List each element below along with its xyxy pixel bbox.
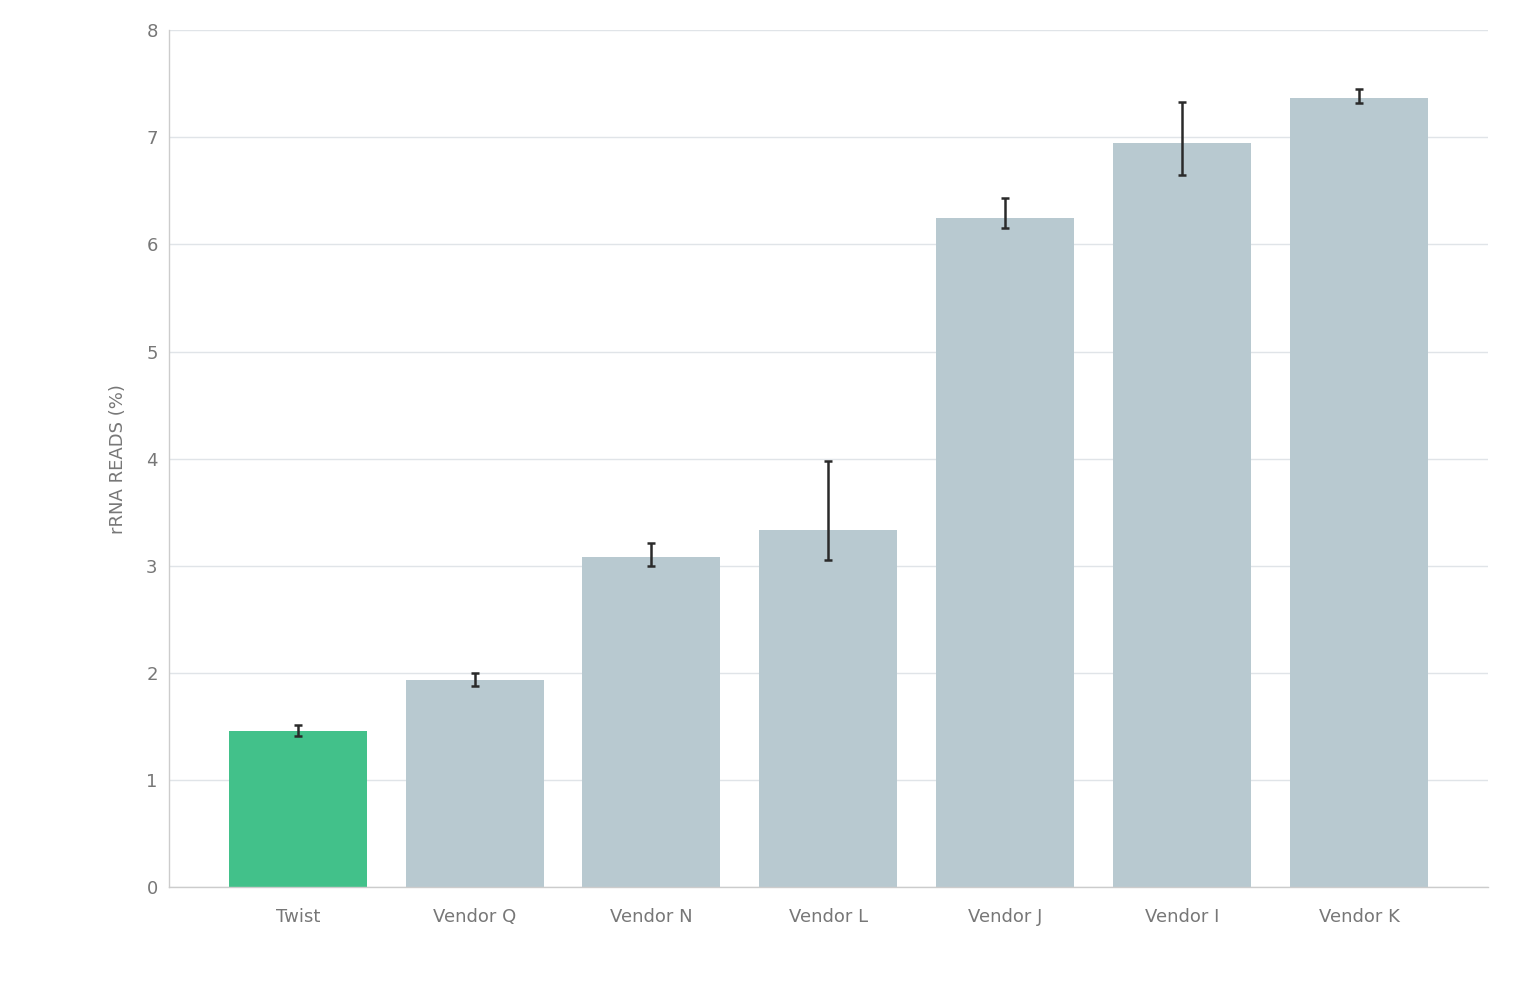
Bar xyxy=(759,530,897,887)
Bar xyxy=(583,557,721,887)
Bar xyxy=(229,731,367,887)
Bar xyxy=(405,680,543,887)
Y-axis label: rRNA READS (%): rRNA READS (%) xyxy=(109,384,127,533)
Bar xyxy=(936,218,1074,887)
Bar xyxy=(1114,143,1252,887)
Bar xyxy=(1290,98,1428,887)
